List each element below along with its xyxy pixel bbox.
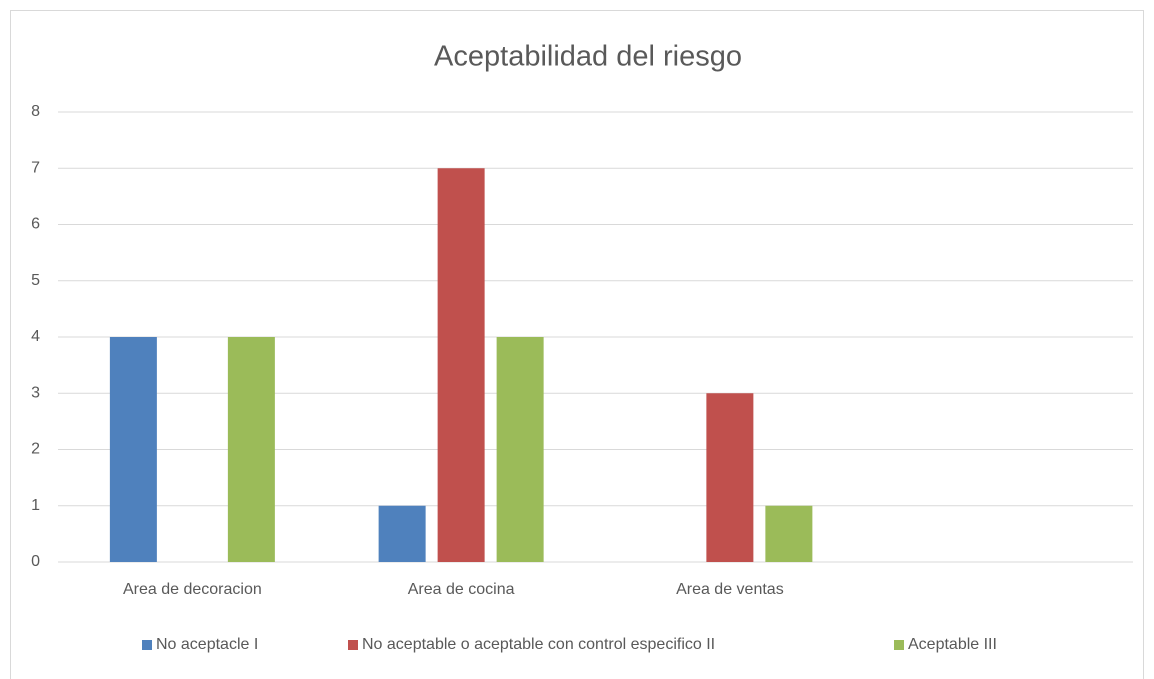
legend-swatch [142, 640, 152, 650]
chart-frame [10, 10, 1144, 679]
bar [437, 168, 485, 562]
x-tick-label: Area de ventas [676, 581, 784, 598]
y-tick-label: 6 [31, 216, 40, 233]
y-tick-label: 5 [31, 272, 40, 289]
bar [227, 337, 275, 562]
legend-label: No aceptable o aceptable con control esp… [362, 636, 715, 653]
bar [765, 505, 813, 562]
bar [109, 337, 157, 562]
y-tick-label: 4 [31, 328, 40, 345]
y-tick-label: 3 [31, 384, 40, 401]
chart-title: Aceptabilidad del riesgo [434, 41, 742, 73]
bar [706, 393, 754, 562]
x-tick-label: Area de cocina [408, 581, 515, 598]
legend-label: No aceptacle I [156, 636, 258, 653]
bar [378, 505, 426, 562]
y-tick-label: 0 [31, 553, 40, 570]
legend-swatch [348, 640, 358, 650]
bar [496, 337, 544, 562]
y-tick-label: 1 [31, 497, 40, 514]
x-tick-label: Area de decoracion [123, 581, 262, 598]
y-tick-label: 8 [31, 103, 40, 120]
y-tick-label: 7 [31, 159, 40, 176]
legend-swatch [894, 640, 904, 650]
legend-label: Aceptable III [908, 636, 997, 653]
y-tick-label: 2 [31, 441, 40, 458]
